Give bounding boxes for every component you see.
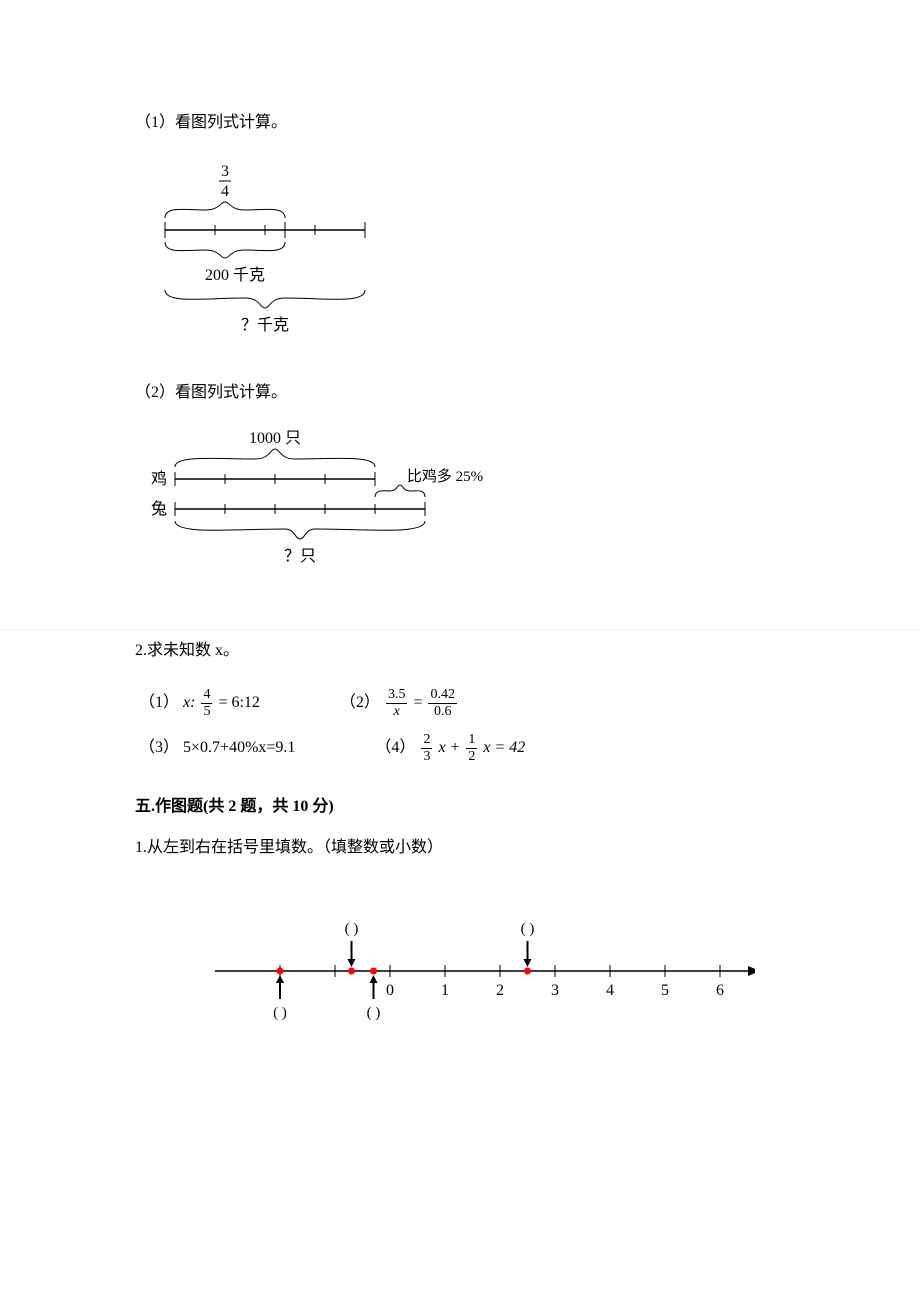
svg-text:3: 3: [551, 982, 559, 999]
svg-text:比鸡多 25%: 比鸡多 25%: [407, 468, 483, 485]
svg-text:( ): ( ): [273, 1005, 287, 1021]
diagram-2: 1000 只 鸡 比鸡多 25% 兔 ？只: [145, 429, 785, 599]
equations-block: （1） x: 45 = 6:12 （2） 3.5x = 0.420.6 （3） …: [139, 688, 785, 764]
svg-text:鸡: 鸡: [151, 470, 167, 488]
q1-part2-label: （2）看图列式计算。: [135, 380, 785, 406]
svg-text:4: 4: [221, 183, 229, 200]
eq2: （2） 3.5x = 0.420.6: [340, 688, 459, 719]
svg-text:3: 3: [221, 163, 229, 180]
svg-text:( ): ( ): [367, 1005, 381, 1021]
svg-text:5: 5: [661, 982, 669, 999]
svg-text:1: 1: [441, 982, 449, 999]
svg-text:( ): ( ): [345, 921, 359, 937]
svg-text:4: 4: [606, 982, 614, 999]
svg-text:200 千克: 200 千克: [205, 266, 265, 284]
svg-text:2: 2: [496, 982, 504, 999]
eq1: （1） x: 45 = 6:12: [139, 688, 260, 719]
section5-title: 五.作图题(共 2 题，共 10 分): [135, 794, 785, 820]
eq4: （4） 23 x + 12 x = 42: [375, 733, 525, 764]
separator: [0, 629, 920, 630]
svg-text:？只: ？只: [284, 548, 316, 565]
eq3: （3） 5×0.7+40%x=9.1: [139, 733, 295, 764]
svg-text:6: 6: [716, 982, 724, 999]
svg-text:？千克: ？千克: [241, 316, 289, 334]
section5-q1: 1.从左到右在括号里填数。（填整数或小数）: [135, 835, 785, 861]
number-line-diagram: 0 1 2 3 4 5 6 ( ) ( ) ( ) ( ): [195, 891, 785, 1050]
diagram-1: 3 4 200 千克 ？千克: [145, 160, 785, 350]
svg-text:1000 只: 1000 只: [249, 430, 301, 447]
svg-text:( ): ( ): [521, 921, 535, 937]
q2-heading: 2.求未知数 x。: [135, 638, 785, 664]
svg-text:0: 0: [386, 982, 394, 999]
svg-text:兔: 兔: [151, 500, 167, 518]
q1-part1-label: （1）看图列式计算。: [135, 110, 785, 136]
